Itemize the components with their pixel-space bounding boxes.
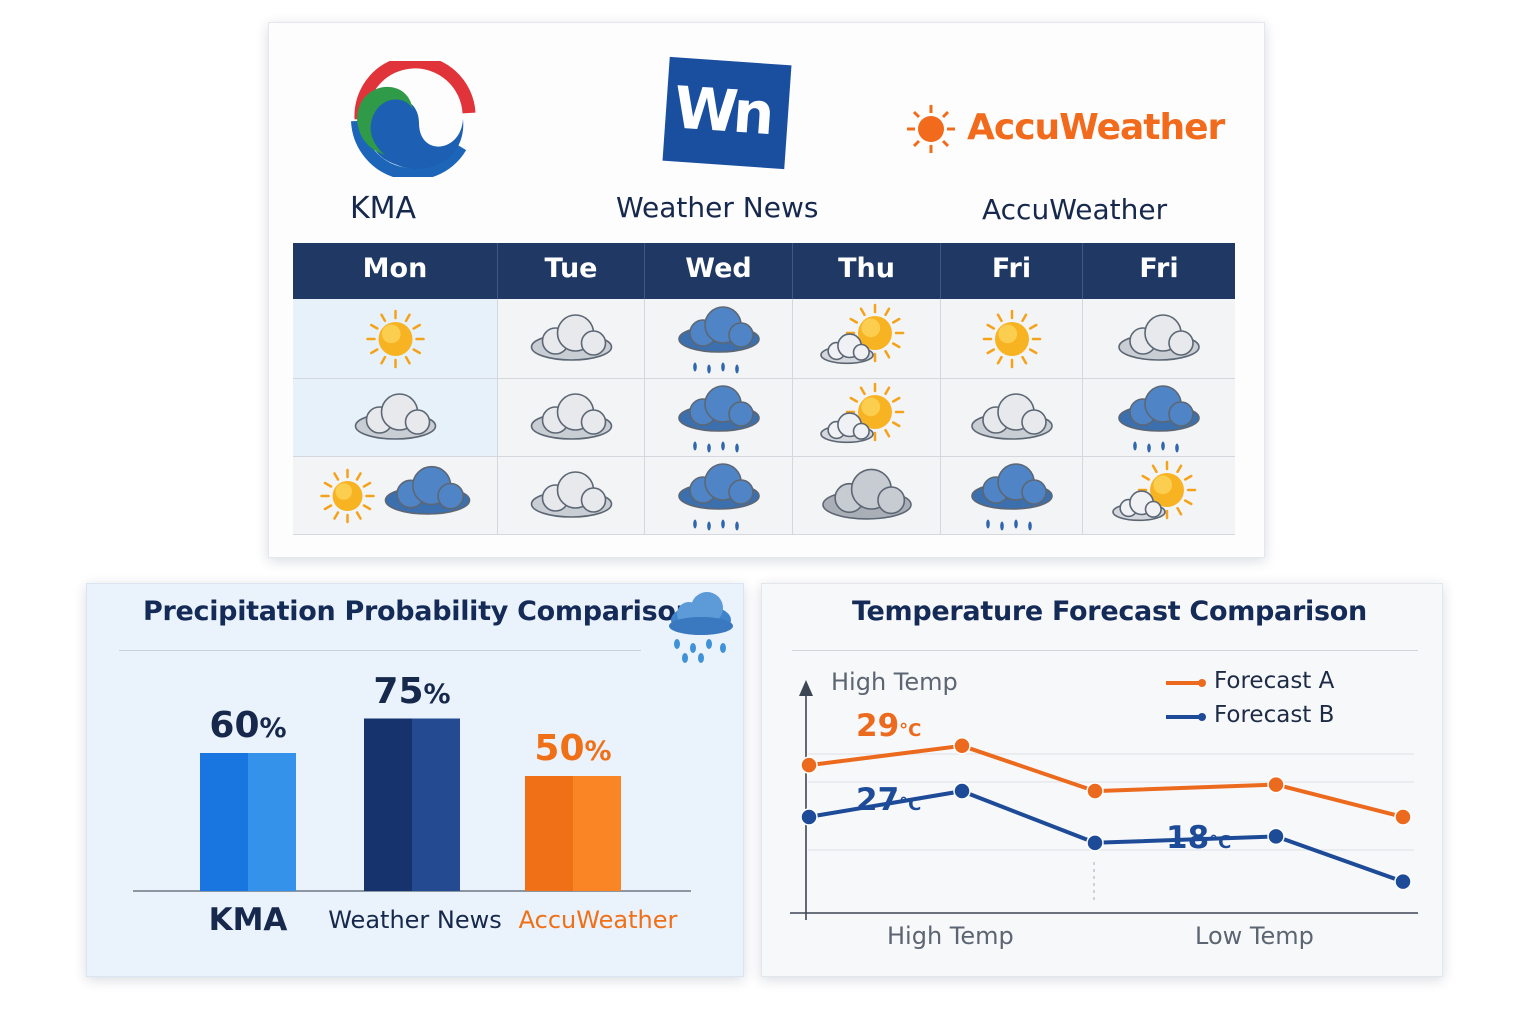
precipitation-bar-highlight (573, 776, 621, 891)
temperature-title-divider (792, 650, 1418, 651)
day-header: Tue (498, 243, 645, 299)
forecast-cell (1083, 457, 1235, 535)
forecast-cell (793, 379, 941, 457)
forecast-cell (498, 299, 645, 379)
data-point (1086, 834, 1104, 852)
day-header: Fri (941, 243, 1083, 299)
precipitation-bar-highlight (412, 718, 460, 891)
forecast-cell (793, 299, 941, 379)
data-point (800, 756, 818, 774)
legend-label: Forecast B (1214, 702, 1335, 728)
y-axis-arrow (799, 680, 813, 696)
legend-marker (1198, 679, 1206, 687)
precipitation-bar-highlight (248, 753, 296, 891)
accuweather-logo-wordmark: AccuWeather (967, 107, 1225, 148)
overcast-icon (822, 468, 912, 520)
forecast-table-header: Mon Tue Wed Thu Fri Fri (293, 243, 1235, 299)
legend-marker (1198, 713, 1206, 721)
weather-news-logo: Wn (662, 56, 792, 170)
legend-label: Forecast A (1214, 668, 1335, 694)
forecast-cell (941, 379, 1083, 457)
precipitation-value-label: 75% (373, 670, 451, 712)
temperature-annotation: 27°C (856, 782, 922, 818)
cloudy-icon (971, 393, 1053, 440)
forecast-cell (645, 457, 793, 535)
forecast-cell (498, 457, 645, 535)
day-header: Thu (793, 243, 941, 299)
precipitation-category-label: Weather News (328, 906, 502, 934)
forecast-cell (293, 299, 498, 379)
data-point (1394, 808, 1412, 826)
partly-cloudy-icon (820, 303, 905, 365)
temperature-panel: Temperature Forecast Comparison Forecast… (761, 583, 1443, 977)
temperature-annotation: 18°C (1166, 820, 1232, 856)
forecast-cell (1083, 299, 1235, 379)
data-point (1267, 775, 1285, 794)
day-header: Mon (293, 243, 498, 299)
rain-icon (678, 385, 760, 453)
precipitation-value-label: 60% (209, 705, 287, 746)
accuweather-sun-logo-icon (907, 105, 955, 153)
forecast-cell (293, 457, 498, 535)
sunny-icon (366, 309, 425, 369)
precipitation-bar-chart (133, 718, 691, 892)
forecast-cell (498, 379, 645, 457)
precipitation-value-label: 50% (534, 728, 612, 769)
forecast-cell (293, 379, 498, 457)
cloudy-icon (1118, 314, 1200, 361)
forecast-cell (941, 299, 1083, 379)
temperature-chart-title: Temperature Forecast Comparison (852, 596, 1367, 627)
kma-logo (351, 61, 476, 177)
x-tick-label: High Temp (887, 922, 1014, 950)
weather-news-logo-text: Wn (671, 73, 772, 148)
data-point (953, 737, 971, 755)
sun-and-cloud-icon (320, 465, 471, 524)
day-header: Wed (645, 243, 793, 299)
forecast-cell (645, 299, 793, 379)
rain-icon (971, 463, 1053, 531)
data-point (800, 808, 818, 826)
precipitation-category-label: AccuWeather (518, 906, 678, 934)
rain-icon (678, 463, 760, 531)
forecast-cell (645, 379, 793, 457)
rain-icon (1118, 385, 1200, 453)
precipitation-chart-title: Precipitation Probability Comparison (143, 596, 695, 627)
precipitation-panel: Precipitation Probability Comparison 60%… (86, 583, 744, 977)
data-point (1086, 782, 1104, 800)
x-tick-label: Low Temp (1195, 922, 1314, 950)
data-point (1394, 872, 1412, 891)
data-point (1267, 827, 1285, 846)
day-header: Fri (1139, 253, 1179, 284)
forecast-cell (793, 457, 941, 535)
partly-cloudy-icon (820, 382, 905, 444)
precipitation-category-label: KMA (208, 902, 288, 938)
y-axis-label: High Temp (831, 668, 958, 696)
forecast-cell (1083, 379, 1235, 457)
precipitation-title-divider (119, 650, 641, 651)
cloudy-icon (354, 393, 437, 440)
rain-cloud-icon (669, 592, 733, 663)
data-point (953, 782, 971, 800)
provider-forecast-card: Wn AccuWeather KMA Weather News AccuWeat… (268, 22, 1265, 558)
temperature-line-chart (790, 679, 1418, 920)
cloudy-icon (530, 393, 613, 440)
rain-icon (678, 306, 760, 374)
temperature-annotation: 29°C (856, 708, 922, 744)
forecast-table: Mon Tue Wed Thu Fri Fri (293, 243, 1235, 535)
cloudy-icon (530, 471, 613, 518)
sunny-icon (982, 309, 1042, 369)
partly-cloudy-icon (1112, 460, 1197, 522)
provider-name-weather-news: Weather News (616, 191, 819, 224)
provider-name-kma: KMA (350, 191, 417, 226)
forecast-cell (941, 457, 1083, 535)
cloudy-icon (530, 314, 613, 361)
provider-name-accuweather: AccuWeather (982, 193, 1168, 226)
